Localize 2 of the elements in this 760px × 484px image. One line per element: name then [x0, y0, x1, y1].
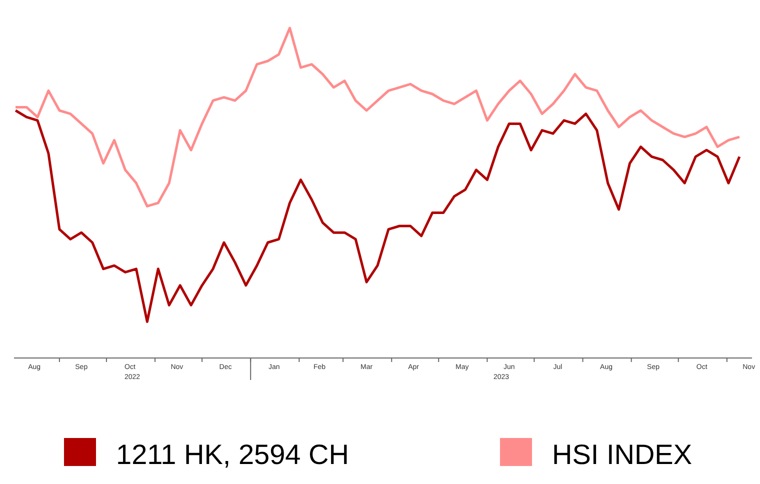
- legend-label: HSI INDEX: [552, 439, 692, 470]
- legend-label: 1211 HK, 2594 CH: [116, 439, 349, 470]
